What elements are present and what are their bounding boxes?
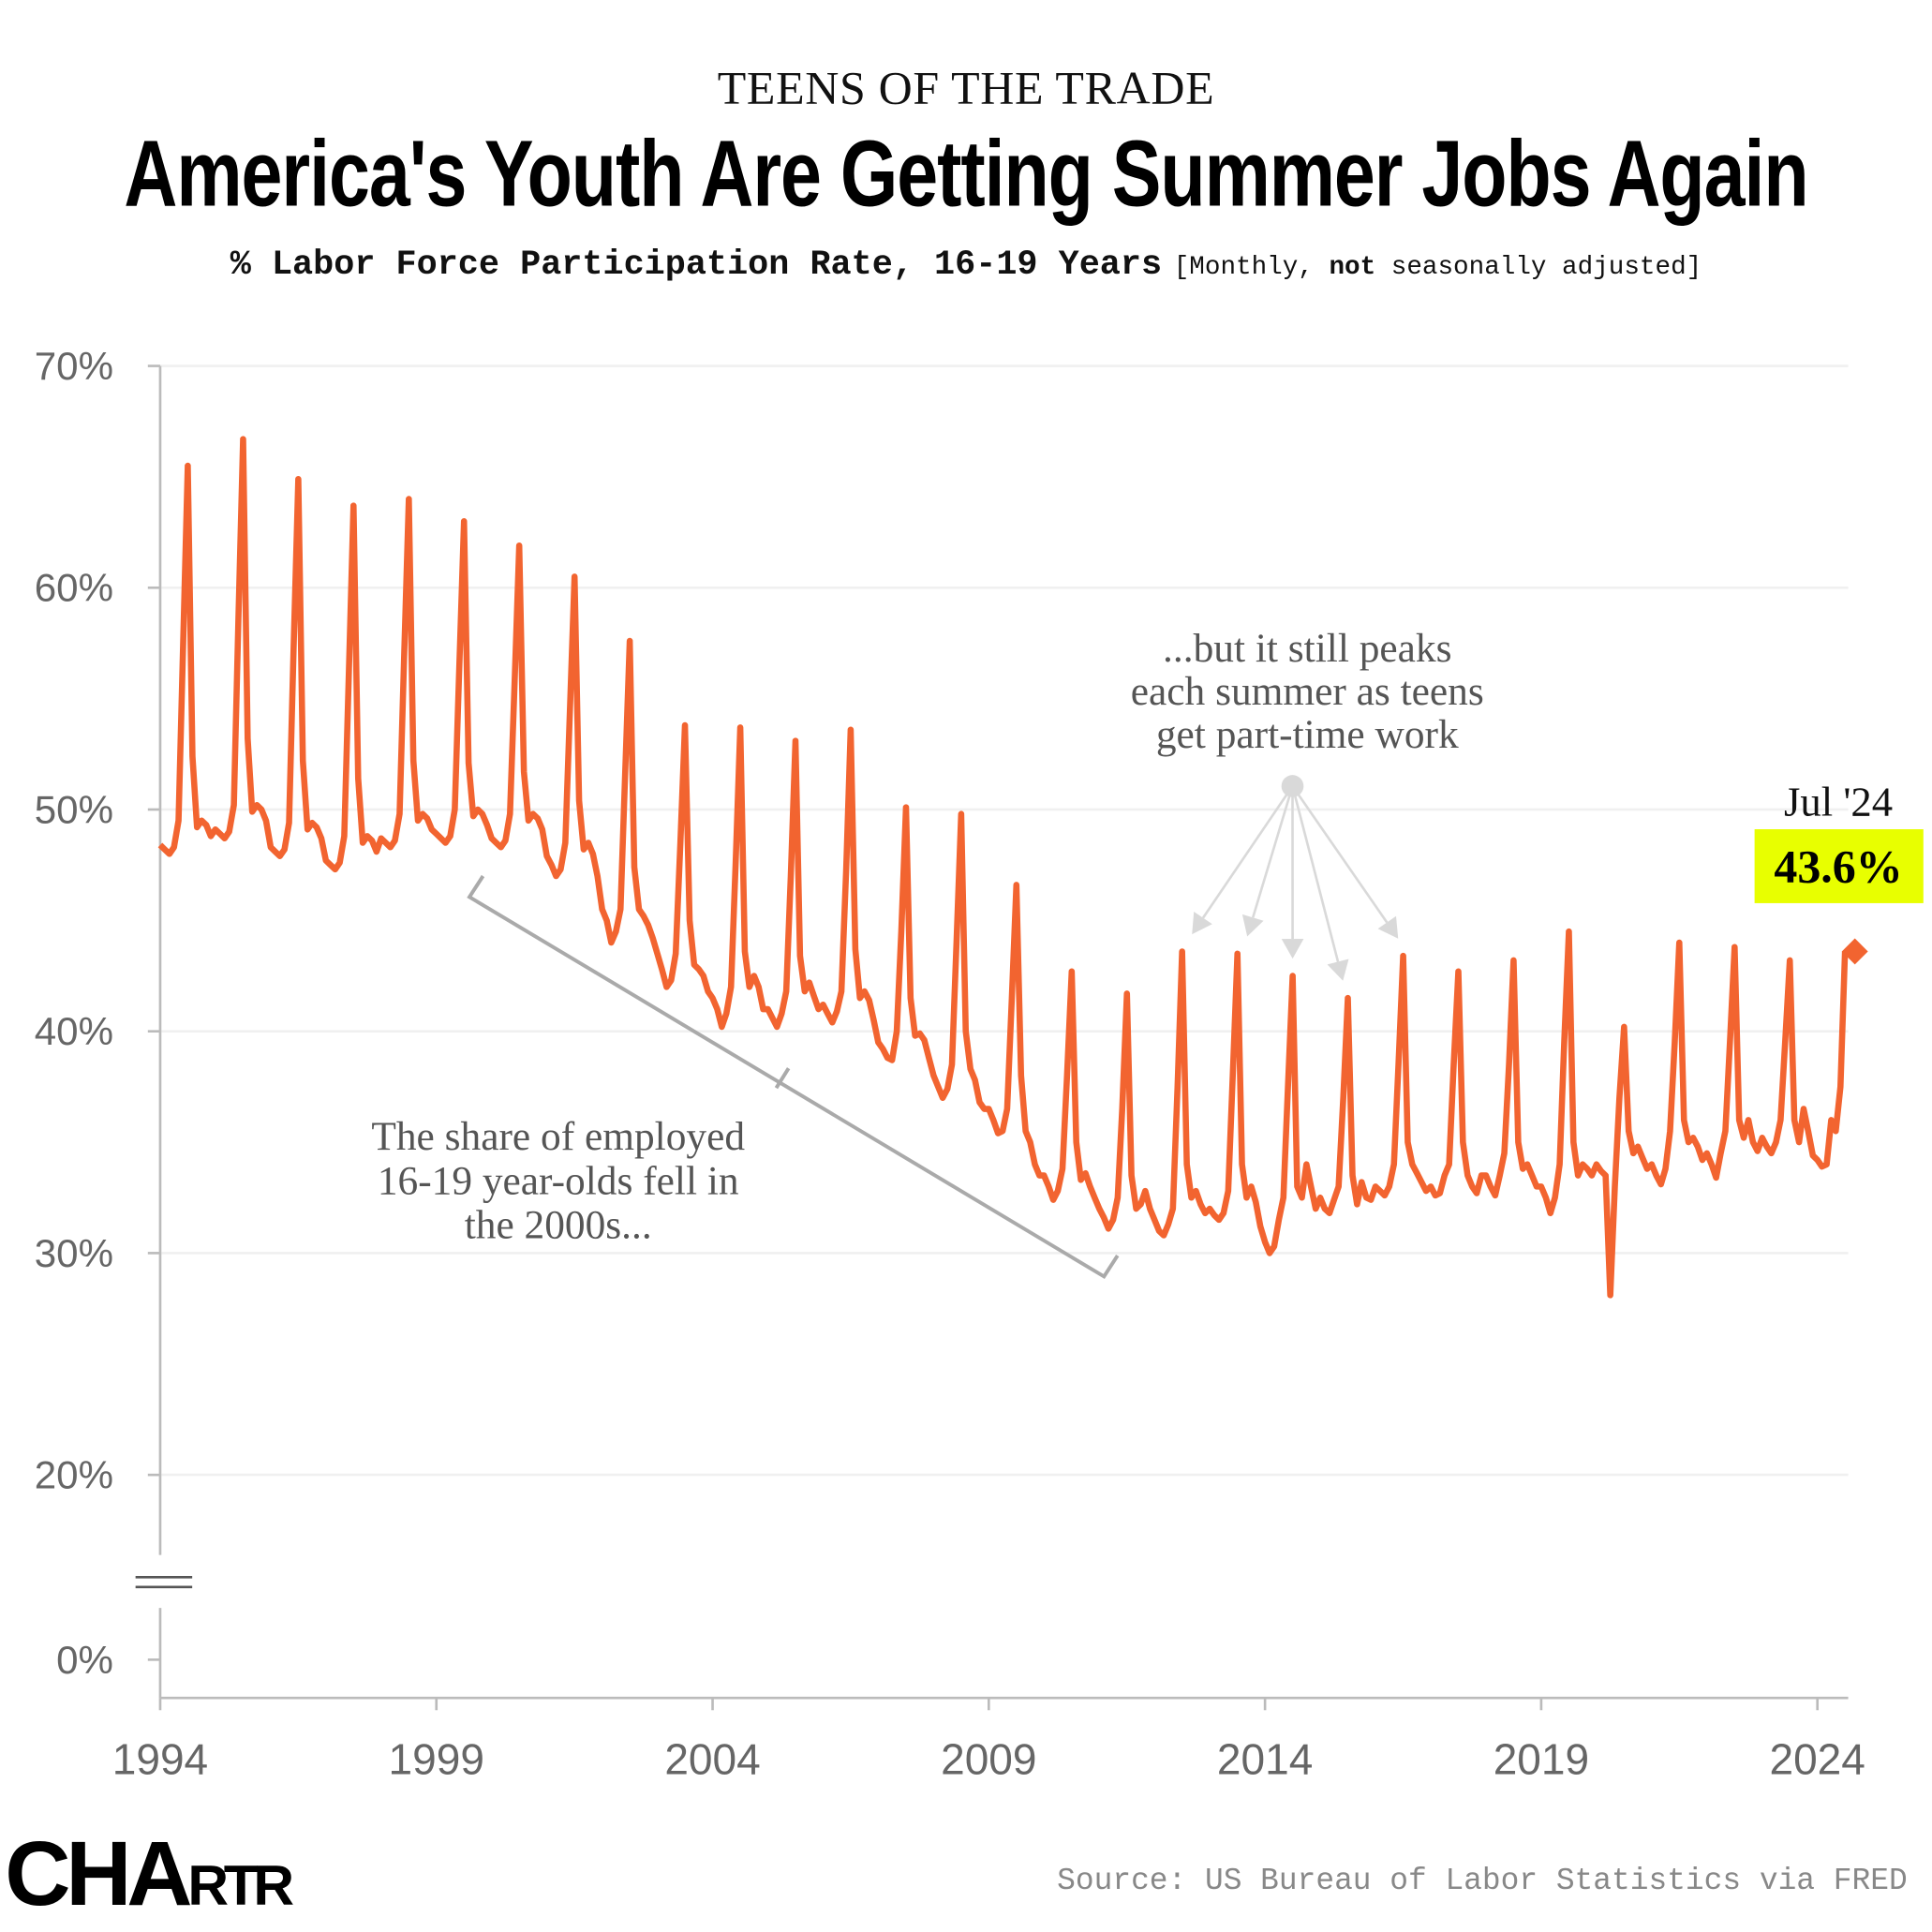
arrowhead-icon xyxy=(1192,912,1212,935)
chart-title: America's Youth Are Getting Summer Jobs … xyxy=(124,122,1808,227)
decline-text-line-3: the 2000s... xyxy=(465,1203,652,1248)
arrow-line xyxy=(1291,785,1389,924)
y-tick-label: 20% xyxy=(35,1453,113,1497)
x-tick-label: 2024 xyxy=(1770,1735,1865,1784)
arrowhead-icon xyxy=(1327,959,1349,981)
decline-text-line-1: The share of employed xyxy=(371,1114,745,1159)
latest-value-label: 43.6% xyxy=(1774,840,1902,893)
x-tick-label: 2014 xyxy=(1217,1735,1313,1784)
y-tick-label: 70% xyxy=(35,344,113,388)
y-tick-labels: 70% 60% 50% 40% 30% 20% 0% xyxy=(35,344,113,1682)
kicker: TEENS OF THE TRADE xyxy=(717,63,1215,115)
arrowhead-icon xyxy=(1241,914,1264,937)
peaks-text-line-2: each summer as teens xyxy=(1131,669,1484,714)
bracket-tick xyxy=(774,1067,791,1090)
x-tick-label: 2019 xyxy=(1494,1735,1589,1784)
gridlines xyxy=(147,364,1849,1661)
y-tick-label: 40% xyxy=(35,1009,113,1053)
arrow-origin-dot xyxy=(1281,775,1304,797)
peak-arrows xyxy=(1192,785,1399,981)
peaks-annotation: ...but it still peaks each summer as tee… xyxy=(1131,626,1484,981)
decline-bracket xyxy=(467,874,1120,1280)
subtitle-main: % Labor Force Participation Rate, 16-19 … xyxy=(230,246,1163,285)
source-note: Source: US Bureau of Labor Statistics vi… xyxy=(1057,1863,1908,1899)
arrowhead-icon xyxy=(1281,939,1304,959)
x-tick-label: 1994 xyxy=(112,1735,208,1784)
latest-date-label: Jul '24 xyxy=(1784,779,1893,825)
x-tick-label: 2009 xyxy=(941,1735,1036,1784)
arrow-line xyxy=(1251,785,1294,918)
decline-annotation: The share of employed 16-19 year-olds fe… xyxy=(371,874,1120,1280)
chart-subtitle: % Labor Force Participation Rate, 16-19 … xyxy=(0,246,1932,285)
arrow-line xyxy=(1291,785,1340,962)
y-tick-label: 50% xyxy=(35,787,113,831)
arrow-line xyxy=(1201,785,1294,919)
y-tick-label: 60% xyxy=(35,566,113,610)
x-tick-labels: 1994 1999 2004 2009 2014 2019 2024 xyxy=(112,1698,1865,1784)
x-tick-label: 1999 xyxy=(389,1735,484,1784)
subtitle-note: [Monthly, not seasonally adjusted] xyxy=(1174,254,1702,282)
chartr-logo: CHARTR xyxy=(5,1821,294,1925)
note-open: [Monthly, xyxy=(1173,253,1330,283)
note-bold: not xyxy=(1329,253,1376,283)
data-points xyxy=(159,438,1846,1296)
axes xyxy=(135,365,1849,1700)
latest-value-highlight xyxy=(1754,829,1924,903)
decline-text-line-2: 16-19 year-olds fell in xyxy=(378,1158,739,1203)
latest-callout: Jul '24 43.6% xyxy=(1754,779,1924,903)
peaks-text-line-3: get part-time work xyxy=(1156,712,1459,757)
arrowhead-icon xyxy=(1377,915,1399,939)
y-tick-label: 30% xyxy=(35,1231,113,1275)
x-tick-label: 2004 xyxy=(664,1735,760,1784)
peaks-text-line-1: ...but it still peaks xyxy=(1163,626,1451,671)
note-close: seasonally adjusted] xyxy=(1375,253,1702,283)
y-tick-label: 0% xyxy=(56,1638,113,1682)
